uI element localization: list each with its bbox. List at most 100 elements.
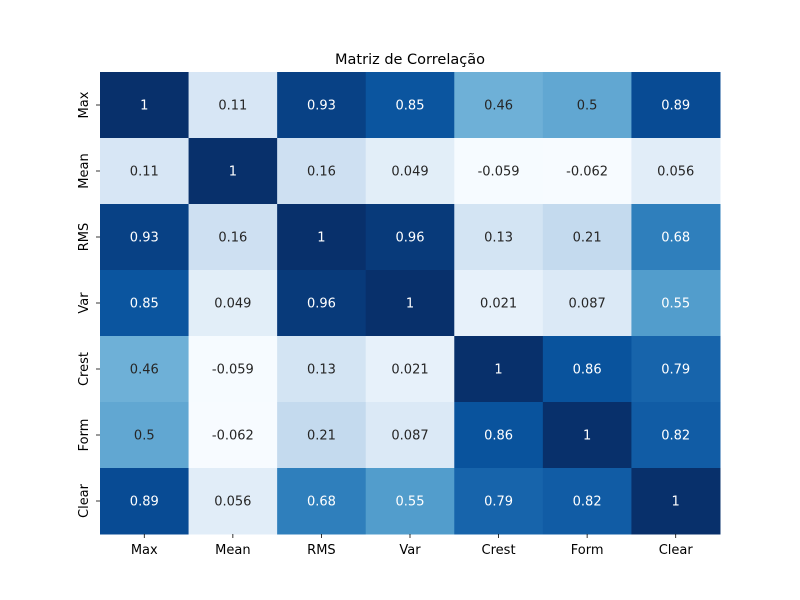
heatmap-cell-label: 0.21 — [307, 429, 336, 444]
heatmap-cell-rms-max — [100, 204, 190, 271]
heatmap-cell-clear-max — [100, 468, 190, 535]
heatmap-cell-label: 0.049 — [214, 297, 251, 312]
heatmap-cell-clear-form — [542, 468, 632, 535]
heatmap-cell-label: 1 — [494, 363, 502, 378]
heatmap-cell-mean-max — [100, 138, 190, 205]
heatmap-cell-max-rms — [277, 72, 367, 139]
heatmap-cell-rms-var — [365, 204, 455, 271]
heatmap-cell-label: 0.056 — [214, 495, 251, 510]
heatmap-cell-clear-rms — [277, 468, 367, 535]
heatmap-cell-crest-mean — [188, 336, 278, 403]
x-tick-label-var: Var — [399, 543, 421, 558]
y-axis-ticks: Max Mean RMS Var Crest Form Clear — [77, 91, 100, 518]
heatmap-cell-max-mean — [188, 72, 278, 139]
heatmap-cell-rms-rms — [277, 204, 367, 271]
x-axis-ticks: Max Mean RMS Var Crest Form Clear — [131, 534, 693, 558]
heatmap-cell-max-form — [542, 72, 632, 139]
x-tick-label-crest: Crest — [482, 543, 516, 558]
heatmap-cell-crest-max — [100, 336, 190, 403]
heatmap-cell-label: 0.96 — [396, 231, 425, 246]
heatmap-cell-label: 0.049 — [391, 165, 428, 180]
heatmap-cell-label: 1 — [406, 297, 414, 312]
y-tick-label-clear: Clear — [77, 483, 92, 518]
heatmap-cell-label: 0.82 — [661, 429, 690, 444]
heatmap-cell-label: 0.46 — [484, 99, 513, 114]
heatmap-cell-crest-clear — [631, 336, 721, 403]
heatmap-cell-form-var — [365, 402, 455, 469]
y-tick-label-mean: Mean — [77, 153, 92, 188]
heatmap-cell-var-rms — [277, 270, 367, 337]
heatmap-cell-mean-var — [365, 138, 455, 205]
heatmap-cell-label: 0.96 — [307, 297, 336, 312]
heatmap-cell-label: 0.11 — [130, 165, 159, 180]
heatmap-cell-label: 0.86 — [484, 429, 513, 444]
heatmap-cell-label: 0.55 — [661, 297, 690, 312]
heatmap-cell-rms-form — [542, 204, 632, 271]
heatmap-cell-label: 1 — [317, 231, 325, 246]
heatmap-cell-form-crest — [454, 402, 544, 469]
heatmap-cell-label: 0.82 — [573, 495, 602, 510]
heatmap-cell-clear-clear — [631, 468, 721, 535]
heatmap-cell-label: 0.55 — [396, 495, 425, 510]
heatmap-cell-form-rms — [277, 402, 367, 469]
heatmap-cell-label: 1 — [140, 99, 148, 114]
heatmap-cell-label: 0.11 — [218, 99, 247, 114]
heatmap-cell-mean-clear — [631, 138, 721, 205]
heatmap-cell-label: 0.89 — [130, 495, 159, 510]
heatmap-cell-label: -0.059 — [478, 165, 520, 180]
heatmap-cell-label: 0.21 — [573, 231, 602, 246]
y-tick-label-var: Var — [77, 292, 92, 314]
heatmap-cell-crest-form — [542, 336, 632, 403]
heatmap-cell-form-clear — [631, 402, 721, 469]
heatmap-cell-clear-mean — [188, 468, 278, 535]
heatmap-cell-label: 0.16 — [307, 165, 336, 180]
heatmap-cell-var-clear — [631, 270, 721, 337]
heatmap-cell-label: 0.85 — [130, 297, 159, 312]
heatmap-cell-max-max — [100, 72, 190, 139]
heatmap-cell-var-form — [542, 270, 632, 337]
heatmap-cell-var-crest — [454, 270, 544, 337]
heatmap-cell-mean-rms — [277, 138, 367, 205]
heatmap-cell-label: 0.13 — [484, 231, 513, 246]
heatmap-cell-mean-form — [542, 138, 632, 205]
x-tick-label-mean: Mean — [215, 543, 250, 558]
y-tick-label-crest: Crest — [77, 352, 92, 386]
heatmap-cell-label: 0.021 — [480, 297, 517, 312]
heatmap-cell-rms-clear — [631, 204, 721, 271]
heatmap-cell-var-max — [100, 270, 190, 337]
heatmap-cell-var-var — [365, 270, 455, 337]
heatmap-cell-label: -0.062 — [212, 429, 254, 444]
heatmap-cell-mean-crest — [454, 138, 544, 205]
heatmap-cell-label: 0.86 — [573, 363, 602, 378]
heatmap-cells: 1 0.11 0.93 0.85 0.46 0.5 0.89 0.11 1 0.16 0.049 -0… — [100, 72, 721, 535]
heatmap-cell-label: 0.93 — [130, 231, 159, 246]
heatmap-cell-label: 0.68 — [307, 495, 336, 510]
heatmap-cell-label: 0.79 — [484, 495, 513, 510]
heatmap-cell-label: 0.68 — [661, 231, 690, 246]
heatmap-cell-crest-rms — [277, 336, 367, 403]
heatmap-cell-label: 0.16 — [218, 231, 247, 246]
heatmap-cell-clear-var — [365, 468, 455, 535]
heatmap-cell-form-mean — [188, 402, 278, 469]
heatmap-cell-label: -0.062 — [566, 165, 608, 180]
heatmap-cell-label: 0.85 — [396, 99, 425, 114]
heatmap-cell-label: 0.087 — [569, 297, 606, 312]
y-tick-label-max: Max — [77, 91, 92, 118]
heatmap-cell-label: 0.021 — [391, 363, 428, 378]
heatmap-cell-label: 0.087 — [391, 429, 428, 444]
heatmap-cell-label: 0.056 — [657, 165, 694, 180]
x-tick-label-rms: RMS — [307, 543, 336, 558]
heatmap-cell-rms-crest — [454, 204, 544, 271]
heatmap-cell-form-form — [542, 402, 632, 469]
heatmap-cell-label: -0.059 — [212, 363, 254, 378]
y-tick-label-form: Form — [77, 419, 92, 452]
heatmap-cell-label: 0.46 — [130, 363, 159, 378]
heatmap-cell-crest-crest — [454, 336, 544, 403]
heatmap-cell-max-var — [365, 72, 455, 139]
heatmap-cell-form-max — [100, 402, 190, 469]
heatmap-cell-label: 0.89 — [661, 99, 690, 114]
heatmap-cell-label: 0.5 — [577, 99, 598, 114]
heatmap-cell-mean-mean — [188, 138, 278, 205]
x-tick-label-form: Form — [571, 543, 604, 558]
